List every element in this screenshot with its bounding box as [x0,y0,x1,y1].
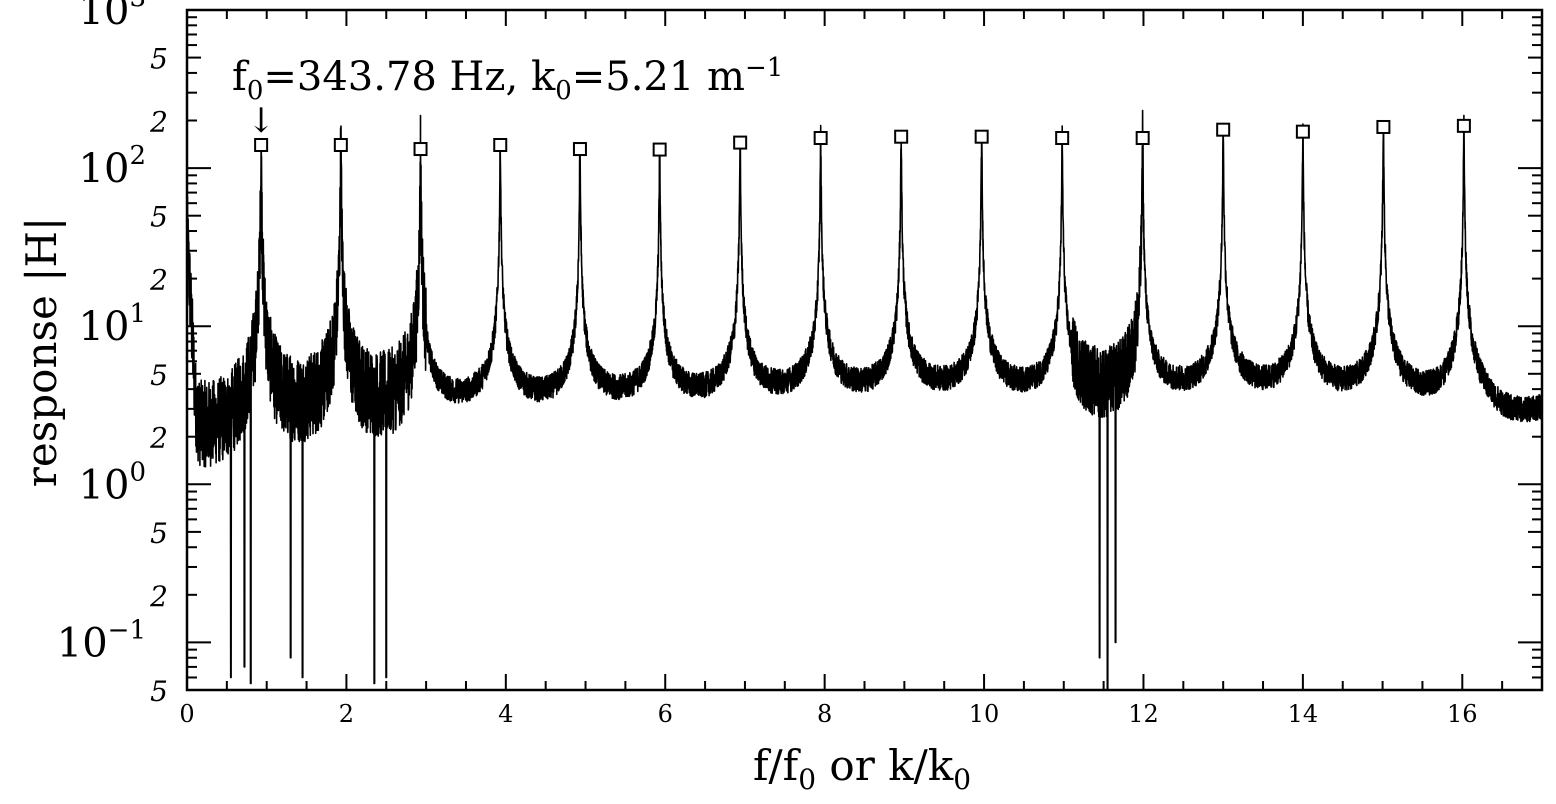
x-axis-label-f: f/f [753,741,802,790]
y-decade-exponent: 1 [129,299,146,329]
annotation-label: f0=343.78 Hz, k0=5.21 m−1 [232,53,783,106]
peak-marker-16 [1456,118,1471,133]
plot-frame [185,8,1544,692]
peak-marker-2 [333,137,348,152]
y-decade-base: 10 [79,462,130,508]
y-minor-label: 5 [150,43,168,76]
y-decade-label: 103 [79,0,146,34]
y-decade-base: 10 [57,620,108,666]
x-tick-label: 12 [1128,700,1159,728]
y-decade-label: 100 [79,457,146,508]
x-axis-label-sub1: 0 [798,763,816,796]
peak-marker-14 [1295,124,1310,139]
annotation-f-sub: 0 [247,76,264,106]
x-tick-label: 2 [339,700,354,728]
y-decade-label: 101 [79,299,146,350]
peak-marker-9 [894,129,909,144]
peak-marker-15 [1376,119,1391,134]
y-minor-label: 2 [149,264,168,297]
y-decade-base: 10 [79,0,130,34]
x-tick-label: 8 [817,700,832,728]
annotation-mid: =343.78 Hz, k [263,54,556,100]
x-tick-label: 10 [969,700,1000,728]
x-axis-label-sub2: 0 [953,763,971,796]
peak-marker-7 [733,135,748,150]
y-minor-label: 2 [149,422,168,455]
peak-marker-12 [1135,131,1150,146]
annotation-arrow-icon: ↓ [247,101,276,141]
annotation-end: =5.21 m [572,54,745,100]
y-axis-label: response |H| [17,217,66,487]
y-minor-label: 5 [150,675,168,708]
y-decade-exponent: 0 [129,457,146,487]
peak-marker-6 [652,142,667,157]
y-minor-label: 2 [149,580,168,613]
peak-marker-4 [493,137,508,152]
y-axis-ticks: 10−1100101102103525252525 [57,0,1542,708]
annotation-sup: −1 [745,53,783,83]
y-decade-base: 10 [79,146,130,192]
x-tick-label: 4 [498,700,513,728]
x-tick-label: 0 [179,700,194,728]
response-trace-layer [186,109,1543,691]
y-decade-label: 102 [79,141,146,192]
y-minor-label: 2 [149,106,168,139]
peak-marker-8 [813,131,828,146]
peak-marker-11 [1055,131,1070,146]
y-minor-label: 5 [150,517,168,550]
x-axis-label: f/f0 or k/k0 [753,741,971,796]
y-decade-exponent: 3 [129,0,146,13]
peak-marker-13 [1216,122,1231,137]
y-minor-label: 5 [150,359,168,392]
x-tick-label: 14 [1288,700,1319,728]
annotation-k-sub: 0 [555,76,572,106]
y-decade-base: 10 [79,304,130,350]
peak-marker-10 [974,129,989,144]
y-decade-label: 10−1 [57,615,146,666]
peak-marker-5 [572,142,587,157]
peak-marker-3 [413,142,428,157]
y-decade-exponent: −1 [108,615,146,645]
annotation-f: f [232,54,250,100]
peak-marker-1 [254,137,269,152]
x-axis-label-mid: or k/k [816,741,954,790]
x-tick-label: 16 [1447,700,1478,728]
peak-markers [254,118,1471,157]
y-minor-label: 5 [150,201,168,234]
x-axis-ticks: 0 2 4 6 8 10 12 14 16 [179,10,1543,728]
x-tick-label: 6 [658,700,673,728]
y-decade-exponent: 2 [129,141,146,171]
response-trace [186,109,1543,691]
